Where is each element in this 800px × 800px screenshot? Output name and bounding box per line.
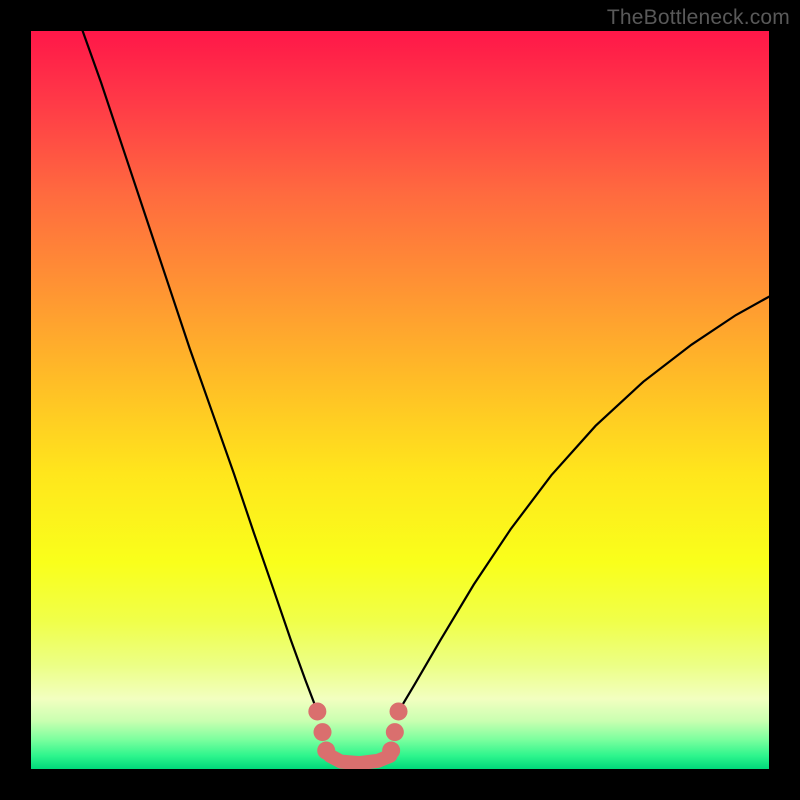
valley-dot <box>390 702 408 720</box>
attribution-text: TheBottleneck.com <box>607 6 790 30</box>
valley-dot <box>386 723 404 741</box>
valley-dot <box>314 723 332 741</box>
bottleneck-chart <box>31 31 769 769</box>
valley-dot <box>317 742 335 760</box>
valley-dot <box>308 702 326 720</box>
valley-dot <box>382 742 400 760</box>
chart-background <box>31 31 769 769</box>
chart-svg <box>31 31 769 769</box>
valley-floor <box>330 756 391 763</box>
